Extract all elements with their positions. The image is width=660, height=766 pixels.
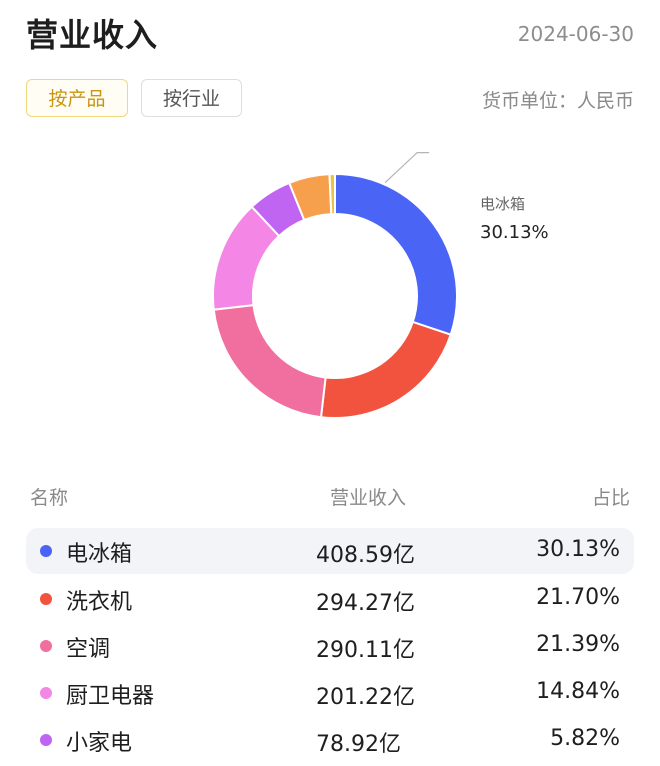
column-header-percent: 占比 <box>591 487 630 509</box>
table-row[interactable]: 小家电 78.92亿 5.82% <box>26 717 634 763</box>
row-revenue: 294.27亿 <box>316 591 415 616</box>
row-percent: 21.39% <box>536 632 620 657</box>
donut-slice-2[interactable] <box>212 304 327 419</box>
column-header-revenue: 营业收入 <box>330 487 407 509</box>
row-revenue: 408.59亿 <box>316 543 415 568</box>
table-row[interactable]: 电冰箱 408.59亿 30.13% <box>26 528 634 574</box>
donut-slice-6[interactable] <box>328 172 336 216</box>
row-percent: 14.84% <box>536 679 620 704</box>
page-title: 营业收入 <box>26 16 159 54</box>
tab-by-product[interactable]: 按产品 <box>26 79 128 117</box>
legend-dot <box>40 640 52 652</box>
column-header-name: 名称 <box>30 487 69 509</box>
row-name: 洗衣机 <box>66 590 133 615</box>
table-row[interactable]: 厨卫电器 201.22亿 14.84% <box>26 670 634 716</box>
legend-dot <box>40 545 52 557</box>
row-percent: 5.82% <box>550 726 620 751</box>
table-row[interactable]: 空调 290.11亿 21.39% <box>26 623 634 669</box>
legend-dot <box>40 734 52 746</box>
row-name: 厨卫电器 <box>66 684 155 709</box>
table-header: 名称 营业收入 占比 <box>0 483 660 513</box>
callout-value: 30.13% <box>480 222 549 243</box>
row-revenue: 201.22亿 <box>316 685 415 710</box>
donut-slice-1[interactable] <box>319 320 452 419</box>
donut-slice-0[interactable] <box>334 172 458 336</box>
legend-dot <box>40 593 52 605</box>
row-revenue: 78.92亿 <box>316 732 401 757</box>
callout-leader-line <box>384 152 430 184</box>
row-percent: 30.13% <box>536 537 620 562</box>
donut-slices <box>212 172 458 419</box>
currency-unit: 货币单位：人民币 <box>481 90 634 112</box>
report-date: 2024-06-30 <box>517 22 634 46</box>
legend-dot <box>40 687 52 699</box>
table-row[interactable]: 洗衣机 294.27亿 21.70% <box>26 576 634 622</box>
revenue-donut-chart: 电冰箱 30.13% <box>212 152 549 419</box>
row-percent: 21.70% <box>536 585 620 610</box>
header: 营业收入 2024-06-30 <box>26 8 634 54</box>
row-name: 小家电 <box>66 731 133 756</box>
row-name: 电冰箱 <box>66 542 133 567</box>
row-revenue: 290.11亿 <box>316 638 415 663</box>
callout-label: 电冰箱 <box>480 195 525 213</box>
tab-by-industry[interactable]: 按行业 <box>141 79 242 117</box>
row-name: 空调 <box>66 637 111 662</box>
